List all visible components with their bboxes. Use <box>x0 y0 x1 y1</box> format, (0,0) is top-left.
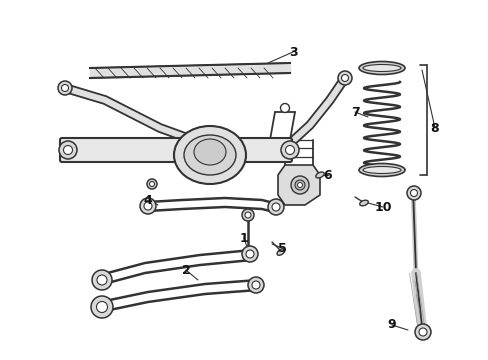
Ellipse shape <box>267 199 284 215</box>
Polygon shape <box>64 84 216 152</box>
Ellipse shape <box>297 183 302 188</box>
Ellipse shape <box>337 71 351 85</box>
Ellipse shape <box>362 166 400 174</box>
Ellipse shape <box>271 203 280 211</box>
Ellipse shape <box>359 200 367 206</box>
Polygon shape <box>282 76 347 151</box>
Ellipse shape <box>281 141 298 159</box>
Ellipse shape <box>58 81 72 95</box>
Ellipse shape <box>147 179 157 189</box>
Ellipse shape <box>414 324 430 340</box>
Ellipse shape <box>245 250 253 258</box>
Text: 10: 10 <box>373 201 391 213</box>
Ellipse shape <box>247 277 264 293</box>
Ellipse shape <box>244 212 250 218</box>
FancyBboxPatch shape <box>60 138 291 162</box>
Ellipse shape <box>63 145 72 154</box>
Text: 5: 5 <box>277 242 286 255</box>
Text: 8: 8 <box>430 122 438 135</box>
Ellipse shape <box>280 104 289 113</box>
Ellipse shape <box>91 296 113 318</box>
Text: 7: 7 <box>350 105 359 118</box>
Text: 4: 4 <box>143 194 152 207</box>
Text: 2: 2 <box>181 264 190 276</box>
Text: 3: 3 <box>288 45 297 59</box>
Ellipse shape <box>143 202 152 210</box>
Ellipse shape <box>183 135 236 175</box>
Text: 6: 6 <box>323 168 332 181</box>
Ellipse shape <box>174 126 245 184</box>
Ellipse shape <box>242 246 258 262</box>
Ellipse shape <box>315 172 324 178</box>
Ellipse shape <box>277 249 285 255</box>
Ellipse shape <box>96 302 107 312</box>
Polygon shape <box>278 165 319 205</box>
Text: 9: 9 <box>387 319 395 332</box>
Ellipse shape <box>194 139 225 165</box>
Ellipse shape <box>362 64 400 72</box>
Ellipse shape <box>358 163 404 176</box>
Ellipse shape <box>285 145 294 154</box>
Ellipse shape <box>61 85 68 91</box>
Ellipse shape <box>294 180 305 190</box>
Ellipse shape <box>418 328 426 336</box>
Ellipse shape <box>290 176 308 194</box>
Ellipse shape <box>140 198 156 214</box>
Ellipse shape <box>341 75 348 81</box>
Ellipse shape <box>406 186 420 200</box>
Ellipse shape <box>149 181 154 186</box>
Ellipse shape <box>59 141 77 159</box>
Ellipse shape <box>409 189 417 197</box>
Ellipse shape <box>97 275 107 285</box>
Ellipse shape <box>251 281 260 289</box>
Ellipse shape <box>242 209 253 221</box>
Text: 1: 1 <box>239 231 248 244</box>
Ellipse shape <box>92 270 112 290</box>
Ellipse shape <box>358 62 404 75</box>
